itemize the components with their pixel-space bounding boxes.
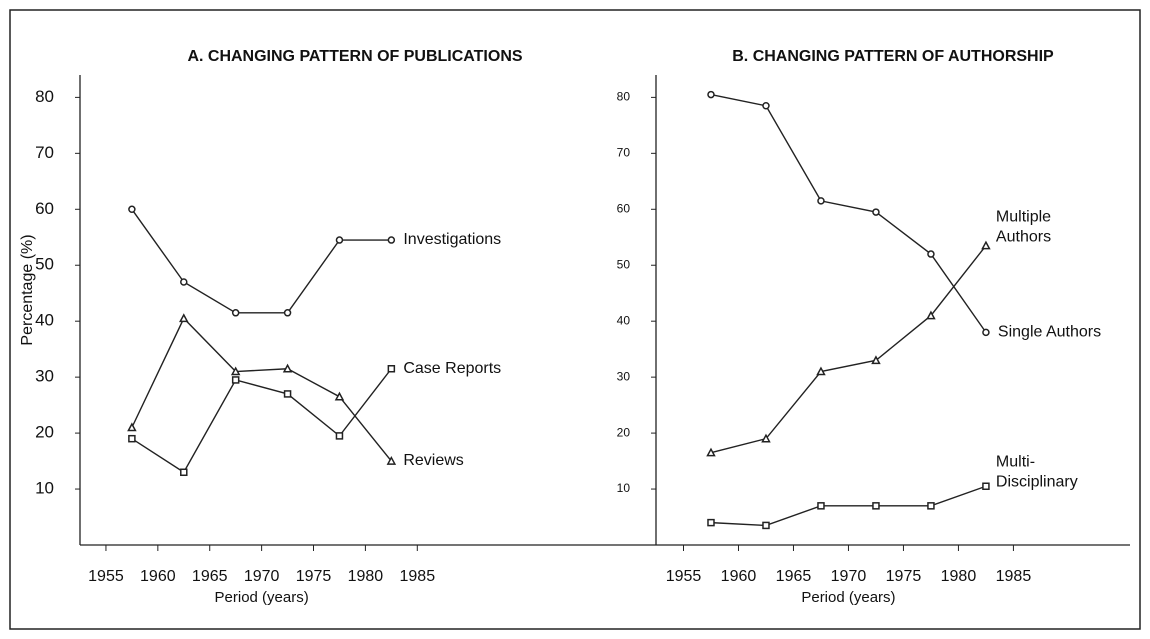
point <box>128 434 136 443</box>
panel-title: B. CHANGING PATTERN OF AUTHORSHIP <box>732 48 1054 65</box>
x-tick-label: 1970 <box>831 568 867 585</box>
series-label: Multi- Disciplinary <box>996 453 1078 490</box>
series-label-line: Multiple <box>996 209 1051 226</box>
y-tick-label: 40 <box>35 311 54 330</box>
x-tick-label: 1980 <box>348 568 384 585</box>
point <box>762 521 770 530</box>
point <box>283 390 292 398</box>
point <box>707 518 715 527</box>
point <box>335 432 344 440</box>
point <box>872 502 880 510</box>
x-tick-label: 1970 <box>244 568 280 585</box>
point <box>387 365 396 373</box>
point <box>761 433 771 443</box>
y-tick-label: 50 <box>617 257 631 271</box>
y-tick-label: 20 <box>35 423 54 442</box>
point <box>817 197 825 205</box>
point <box>283 309 292 317</box>
point <box>180 468 188 477</box>
series-label-line: Investigations <box>403 231 501 248</box>
series-label: Reviews <box>403 452 463 469</box>
point <box>230 366 241 376</box>
y-tick-label: 50 <box>35 255 54 274</box>
point <box>871 355 881 365</box>
series-label-line: Case Reports <box>403 360 501 377</box>
point <box>335 236 344 244</box>
point <box>817 502 825 510</box>
frame <box>9 9 1141 630</box>
point <box>872 208 880 216</box>
point <box>231 309 240 317</box>
y-tick-label: 80 <box>35 87 54 106</box>
point <box>387 236 396 244</box>
x-axis-label: Period (years) <box>215 589 309 606</box>
x-tick-label: 1955 <box>88 568 124 585</box>
point <box>180 278 188 286</box>
point <box>282 363 293 373</box>
y-tick-label: 40 <box>617 313 631 327</box>
y-tick-label: 10 <box>35 479 54 498</box>
point <box>927 502 935 510</box>
y-tick-label: 60 <box>35 199 54 218</box>
series-label: Investigations <box>403 231 501 248</box>
point <box>981 240 991 250</box>
series-label: Single Authors <box>998 324 1101 341</box>
x-axis-label: Period (years) <box>801 589 895 606</box>
series-label-line: Disciplinary <box>996 473 1078 490</box>
series-label: Multiple Authors <box>996 209 1051 246</box>
x-tick-label: 1985 <box>400 568 436 585</box>
line <box>710 245 987 454</box>
series-label-line: Reviews <box>403 452 463 469</box>
point <box>982 482 990 490</box>
y-axis-label: Percentage (%) <box>19 234 36 345</box>
series-label-line: Single Authors <box>998 324 1101 341</box>
point <box>386 455 397 465</box>
point <box>926 310 936 320</box>
x-tick-label: 1960 <box>140 568 176 585</box>
line <box>710 485 987 527</box>
line <box>131 368 392 474</box>
x-tick-label: 1965 <box>776 568 812 585</box>
line <box>131 208 392 314</box>
point <box>231 376 240 384</box>
y-tick-label: 80 <box>617 90 631 104</box>
point <box>707 90 715 99</box>
point <box>179 313 189 323</box>
y-tick-label: 20 <box>617 425 631 439</box>
y-tick-label: 70 <box>617 146 631 160</box>
point <box>816 366 826 376</box>
line <box>131 317 392 462</box>
x-tick-label: 1960 <box>721 568 757 585</box>
y-tick-label: 30 <box>617 369 631 383</box>
x-tick-label: 1985 <box>996 568 1032 585</box>
panel-title: A. CHANGING PATTERN OF PUBLICATIONS <box>187 48 522 65</box>
y-tick-label: 10 <box>617 481 631 495</box>
series-label-line: Multi- <box>996 453 1035 470</box>
point <box>128 205 136 214</box>
x-tick-label: 1955 <box>666 568 702 585</box>
point <box>706 447 716 457</box>
point <box>334 391 345 401</box>
x-tick-label: 1980 <box>941 568 977 585</box>
series-label: Case Reports <box>403 360 501 377</box>
y-tick-label: 70 <box>35 143 54 162</box>
point <box>762 102 770 110</box>
point <box>982 328 990 337</box>
y-tick-label: 30 <box>35 367 54 386</box>
point <box>927 250 935 258</box>
series-label-line: Authors <box>996 229 1051 246</box>
x-tick-label: 1975 <box>886 568 922 585</box>
x-tick-label: 1965 <box>192 568 228 585</box>
y-tick-label: 60 <box>617 201 631 215</box>
x-tick-label: 1975 <box>296 568 332 585</box>
point <box>127 422 137 432</box>
line <box>710 93 987 333</box>
